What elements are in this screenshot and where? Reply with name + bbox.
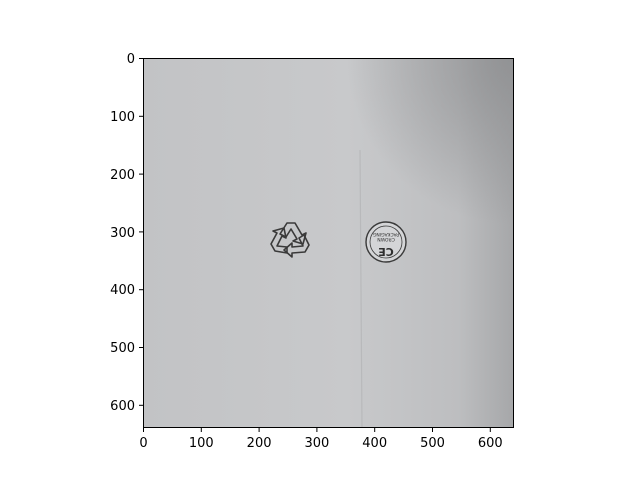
x-tick-label: 0 (139, 436, 147, 451)
y-tick-label: 100 (110, 110, 135, 125)
x-tick-label: 400 (362, 436, 387, 451)
y-tick-label: 200 (110, 168, 135, 183)
y-tick-label: 600 (110, 399, 135, 414)
stamp-text-line-1: CROWN (377, 236, 395, 242)
axes-frame (143, 58, 514, 428)
crown-packaging-stamp: CE CROWN PACKAGING (365, 221, 407, 263)
x-tick-label: 500 (420, 436, 445, 451)
y-tick-label: 400 (110, 283, 135, 298)
x-tick-label: 100 (189, 436, 214, 451)
x-tick-label: 200 (247, 436, 272, 451)
y-tick-label: 0 (127, 52, 135, 67)
y-tick-label: 300 (110, 226, 135, 241)
x-tick-label: 600 (478, 436, 503, 451)
y-axis (139, 58, 144, 406)
x-tick-label: 300 (304, 436, 329, 451)
x-axis (143, 427, 491, 432)
recycle-icon (270, 222, 310, 258)
photo-image: CE CROWN PACKAGING (143, 58, 514, 428)
y-tick-label: 500 (110, 341, 135, 356)
stamp-text-line-2: PACKAGING (372, 231, 399, 237)
stamp-logo: CE (378, 245, 394, 258)
